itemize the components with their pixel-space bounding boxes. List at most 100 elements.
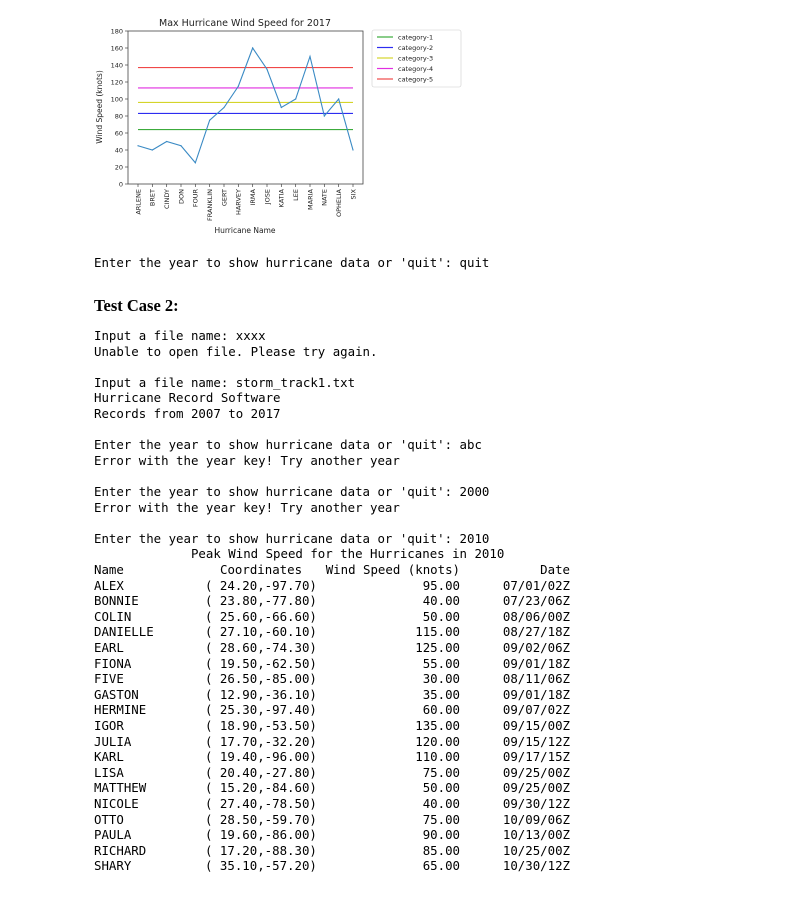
cell-name: EARL bbox=[94, 640, 124, 655]
cell-coord: ( 18.90,-53.50) bbox=[205, 718, 317, 733]
cell-wind: 40.00 bbox=[422, 593, 460, 609]
x-tick-label: SIX bbox=[349, 188, 357, 199]
cell-coord: ( 12.90,-36.10) bbox=[205, 686, 317, 702]
chart-title: Max Hurricane Wind Speed for 2017 bbox=[159, 18, 331, 29]
y-tick-label: 140 bbox=[111, 62, 123, 70]
cell-coord: ( 19.60,-86.00) bbox=[205, 827, 317, 843]
y-tick-label: 60 bbox=[115, 130, 123, 138]
cell-name: DANIELLE bbox=[94, 624, 154, 640]
y-tick-label: 0 bbox=[119, 181, 123, 189]
cell-wind: 95.00 bbox=[422, 577, 460, 593]
table-row: FIVE ( 26.50,-85.00) 30.00 08/11/06Z bbox=[94, 671, 694, 687]
cell-date: 09/15/12Z bbox=[502, 733, 570, 749]
console-quit-line: Enter the year to show hurricane data or… bbox=[94, 255, 490, 270]
table-row: SHARY ( 35.10,-57.20) 65.00 10/30/12Z bbox=[94, 858, 694, 874]
data-point bbox=[338, 98, 340, 100]
legend-label: category-1 bbox=[398, 33, 433, 41]
cell-coord: ( 26.50,-85.00) bbox=[205, 671, 317, 687]
x-tick-label: LEE bbox=[292, 189, 300, 201]
y-tick-label: 80 bbox=[115, 113, 123, 121]
x-tick-label: ARLENE bbox=[134, 189, 142, 215]
x-tick-label: FOUR bbox=[192, 189, 200, 208]
header-date: Date bbox=[540, 562, 570, 577]
table-row: OTTO ( 28.50,-59.70) 75.00 10/09/06Z bbox=[94, 812, 694, 828]
x-tick-label: JOSE bbox=[263, 189, 271, 205]
data-point bbox=[137, 145, 139, 147]
x-tick-label: BRET bbox=[149, 189, 157, 206]
cell-name: FIONA bbox=[94, 655, 132, 671]
table-row: BONNIE ( 23.80,-77.80) 40.00 07/23/06Z bbox=[94, 593, 694, 609]
cell-coord: ( 17.20,-88.30) bbox=[205, 842, 317, 858]
table-row: DANIELLE ( 27.10,-60.10) 115.00 08/27/18Z bbox=[94, 624, 694, 640]
data-point bbox=[323, 115, 325, 117]
data-point bbox=[166, 140, 168, 143]
console-line: Hurricane Record Software bbox=[94, 390, 281, 406]
cell-coord: ( 25.30,-97.40) bbox=[205, 702, 317, 718]
x-tick-label: HARVEY bbox=[235, 189, 243, 215]
console-line bbox=[94, 422, 504, 438]
table-row: IGOR ( 18.90,-53.50) 135.00 09/15/00Z bbox=[94, 718, 694, 734]
legend-label: category-3 bbox=[398, 54, 433, 62]
table-row: KARL ( 19.40,-96.00) 110.00 09/17/15Z bbox=[94, 749, 694, 765]
cell-date: 10/09/06Z bbox=[502, 811, 570, 827]
cell-name: MATTHEW bbox=[94, 780, 147, 796]
data-point bbox=[194, 162, 196, 164]
table-row: JULIA ( 17.70,-32.20) 120.00 09/15/12Z bbox=[94, 734, 694, 750]
cell-name: GASTON bbox=[94, 686, 139, 702]
x-tick-label: IRMA bbox=[249, 188, 257, 205]
plot-area: 0 20 40 60 80 100 120 140 160 180 ARLENE BRET CINDY D… bbox=[111, 28, 364, 221]
cell-wind: 30.00 bbox=[422, 671, 460, 687]
cell-coord: ( 35.10,-57.20) bbox=[205, 858, 317, 874]
x-axis-label: Hurricane Name bbox=[214, 226, 275, 235]
legend-box bbox=[371, 29, 462, 88]
cell-name: JULIA bbox=[94, 733, 132, 749]
cell-name: OTTO bbox=[94, 811, 124, 827]
cell-name: LISA bbox=[94, 764, 124, 780]
data-point bbox=[352, 149, 354, 151]
cell-date: 09/07/02Z bbox=[502, 702, 570, 718]
console-line: Error with the year key! Try another yea… bbox=[94, 452, 400, 468]
table-row: EARL ( 28.60,-74.30) 125.00 09/02/06Z bbox=[94, 640, 694, 656]
cell-coord: ( 15.20,-84.60) bbox=[205, 780, 317, 796]
x-tick-label: KATIA bbox=[278, 188, 286, 207]
cell-coord: ( 19.40,-96.00) bbox=[205, 749, 317, 765]
data-point bbox=[252, 47, 254, 49]
data-point bbox=[180, 145, 182, 147]
cell-wind: 75.00 bbox=[422, 764, 460, 780]
console-output: Input a file name: xxxx Unable to open fi… bbox=[94, 328, 504, 562]
data-point bbox=[237, 85, 239, 87]
cell-wind: 50.00 bbox=[422, 608, 460, 624]
cell-date: 09/25/00Z bbox=[502, 780, 570, 796]
wind-speed-series-line bbox=[137, 46, 354, 164]
table-header: Name Coordinates Wind Speed (knots) Date bbox=[94, 562, 694, 578]
hurricane-table: Name Coordinates Wind Speed (knots) Date ALE… bbox=[94, 562, 694, 882]
cell-date: 10/13/00Z bbox=[502, 827, 570, 843]
table-row: LISA ( 20.40,-27.80) 75.00 09/25/00Z bbox=[94, 765, 694, 781]
table-row: COLIN ( 25.60,-66.60) 50.00 08/06/00Z bbox=[94, 609, 694, 625]
console-line: Unable to open file. Please try again. bbox=[94, 343, 378, 359]
cell-name: NICOLE bbox=[94, 796, 139, 811]
data-point bbox=[295, 98, 297, 100]
console-line: Enter the year to show hurricane data or… bbox=[94, 437, 482, 453]
table-row: MATTHEW ( 15.20,-84.60) 50.00 09/25/00Z bbox=[94, 780, 694, 796]
table-row: FIONA ( 19.50,-62.50) 55.00 09/01/18Z bbox=[94, 656, 694, 672]
cell-name: ALEX bbox=[94, 577, 124, 593]
cell-wind: 65.00 bbox=[422, 858, 460, 874]
console-line bbox=[94, 359, 504, 375]
cell-date: 07/23/06Z bbox=[502, 593, 570, 609]
cell-name: RICHARD bbox=[94, 842, 147, 858]
data-point bbox=[223, 106, 225, 109]
data-point bbox=[280, 106, 282, 109]
cell-date: 09/15/00Z bbox=[502, 718, 570, 733]
cell-name: FIVE bbox=[94, 671, 124, 687]
console-line bbox=[94, 468, 504, 484]
y-tick-label: 180 bbox=[111, 28, 123, 36]
data-point bbox=[266, 68, 268, 70]
x-tick-label: MARIA bbox=[306, 188, 314, 209]
y-tick-label: 20 bbox=[115, 164, 123, 172]
y-tick-label: 120 bbox=[111, 79, 123, 87]
console-line: Enter the year to show hurricane data or… bbox=[94, 483, 490, 499]
data-point bbox=[309, 55, 311, 58]
console-line: Input a file name: xxxx bbox=[94, 328, 266, 343]
cell-date: 09/25/00Z bbox=[502, 764, 570, 780]
